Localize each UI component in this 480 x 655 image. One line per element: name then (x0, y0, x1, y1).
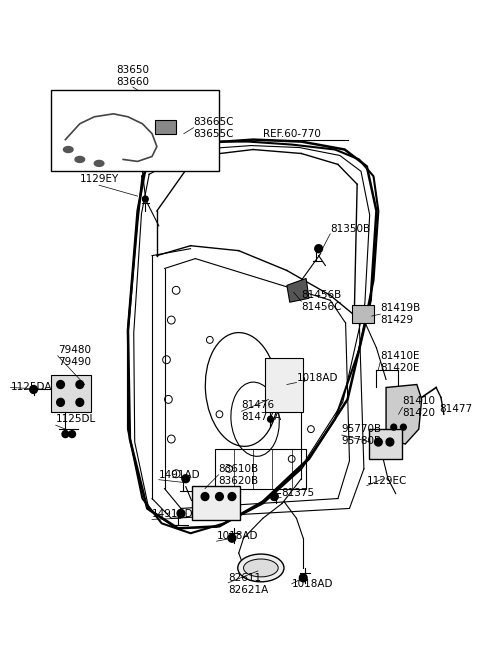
Circle shape (216, 493, 223, 500)
Polygon shape (287, 278, 309, 302)
Text: 82621A: 82621A (228, 585, 268, 595)
Bar (264, 358, 303, 412)
Circle shape (177, 510, 185, 517)
Bar (352, 305, 373, 323)
Text: 79480: 79480 (58, 345, 91, 355)
Text: 81350B: 81350B (330, 224, 371, 234)
Circle shape (201, 493, 209, 500)
Circle shape (69, 430, 75, 438)
Circle shape (391, 424, 396, 430)
Circle shape (228, 534, 236, 542)
Ellipse shape (94, 160, 104, 166)
Circle shape (57, 381, 64, 388)
Circle shape (386, 438, 394, 446)
Text: 1018AD: 1018AD (216, 531, 258, 541)
Text: 81476: 81476 (241, 400, 275, 410)
Text: 1018AD: 1018AD (297, 373, 338, 383)
Bar (369, 429, 402, 459)
Circle shape (268, 416, 274, 422)
Text: 81420: 81420 (402, 408, 435, 419)
Bar (192, 485, 240, 520)
Text: REF.60-770: REF.60-770 (263, 128, 321, 139)
Bar (155, 120, 176, 134)
Polygon shape (386, 384, 422, 444)
Circle shape (374, 438, 382, 446)
Circle shape (315, 245, 323, 253)
Text: 1125DA: 1125DA (11, 383, 52, 392)
Text: 81429: 81429 (380, 315, 413, 325)
Text: 95780B: 95780B (342, 436, 382, 446)
Circle shape (400, 424, 406, 430)
Text: 81375: 81375 (281, 487, 314, 498)
Text: 1491AD: 1491AD (152, 510, 193, 519)
Bar (51, 375, 91, 412)
Circle shape (62, 430, 69, 438)
Bar (215, 449, 306, 489)
Circle shape (271, 493, 278, 500)
Ellipse shape (243, 559, 278, 577)
Text: 81419B: 81419B (380, 303, 420, 313)
Text: 83655C: 83655C (193, 128, 234, 139)
Text: 81456B: 81456B (301, 290, 342, 300)
Text: 1125DL: 1125DL (56, 414, 96, 424)
Text: 1491AD: 1491AD (159, 470, 201, 479)
Text: 81410E: 81410E (380, 351, 420, 361)
Text: 81477A: 81477A (241, 412, 282, 422)
Text: 95770B: 95770B (342, 424, 382, 434)
Circle shape (182, 475, 190, 483)
Bar (51, 90, 219, 172)
Circle shape (76, 398, 84, 406)
Text: 81420E: 81420E (380, 363, 420, 373)
Circle shape (300, 574, 307, 582)
Text: 1129EY: 1129EY (80, 174, 119, 184)
Text: 81410: 81410 (402, 396, 435, 406)
Ellipse shape (63, 147, 73, 153)
Text: 81477: 81477 (439, 404, 472, 415)
Ellipse shape (238, 554, 284, 582)
Text: 83610B: 83610B (218, 464, 259, 474)
Text: 83650: 83650 (116, 66, 149, 75)
Circle shape (143, 196, 148, 202)
Circle shape (228, 493, 236, 500)
Text: 83665C: 83665C (193, 117, 234, 127)
Circle shape (30, 386, 37, 394)
Circle shape (57, 398, 64, 406)
Circle shape (76, 381, 84, 388)
Text: 1018AD: 1018AD (292, 579, 333, 589)
Text: 79490: 79490 (58, 357, 91, 367)
Ellipse shape (75, 157, 84, 162)
Text: 83660: 83660 (116, 77, 149, 87)
Text: 83620B: 83620B (218, 476, 259, 486)
Text: 82611: 82611 (228, 573, 261, 583)
Text: 81456C: 81456C (301, 302, 342, 312)
Text: 1129EC: 1129EC (367, 476, 407, 486)
